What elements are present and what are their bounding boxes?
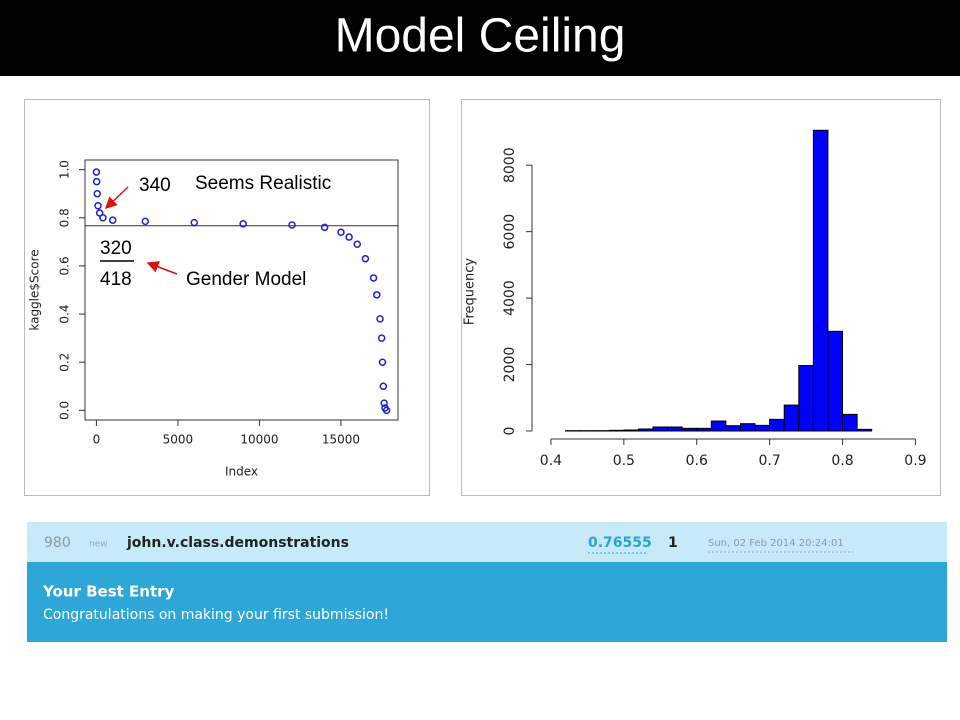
point: [337, 228, 345, 236]
badge: new: [89, 540, 108, 550]
bar: [623, 429, 639, 432]
leaderboard: 980 new john.v.class.demonstrations 0.76…: [27, 522, 947, 642]
annotation: 418: [100, 269, 132, 290]
arrow: [104, 186, 129, 210]
plot-frame: [84, 159, 399, 421]
point: [320, 223, 329, 232]
bar: [754, 424, 771, 432]
point: [369, 274, 378, 282]
bar: [652, 426, 669, 432]
x-tick-label: 0.5: [613, 453, 635, 469]
rank: 980: [44, 535, 71, 551]
point: [288, 221, 296, 229]
x-tick-label: 15000: [322, 433, 360, 447]
x-tick-label: 10000: [240, 433, 278, 447]
point: [353, 240, 361, 249]
point: [345, 233, 353, 241]
point: [92, 168, 101, 176]
annotation: Gender Model: [186, 269, 306, 290]
histogram-chart: 0.4 0.5 0.6 0.7 0.8 0.9 0 2000 4000 6000 8000 Frequ…: [463, 129, 927, 469]
y-tick-label: 1.0: [58, 160, 72, 179]
y-tick-label: 0.8: [58, 208, 72, 227]
bar: [696, 427, 712, 432]
point: [93, 189, 101, 198]
arrow: [146, 261, 178, 275]
point: [94, 201, 102, 210]
point: [190, 218, 198, 227]
x-tick-label: 0: [93, 433, 101, 447]
y-axis-label: Frequency: [463, 258, 478, 325]
y-axis-label: kaggle$Score: [28, 249, 42, 330]
point: [239, 220, 247, 228]
bar: [681, 427, 698, 432]
leaderboard-row: [27, 522, 947, 562]
bar: [827, 330, 844, 432]
annotation: 340: [139, 175, 171, 196]
x-tick-label: 0.8: [831, 453, 853, 469]
bar: [667, 426, 683, 432]
y-tick-label: 8000: [502, 147, 518, 183]
x-tick-label: 5000: [163, 433, 194, 447]
panel: [461, 99, 941, 496]
point: [377, 334, 386, 342]
annotations: 340 Seems Realistic 320 418 Gender Model: [100, 173, 331, 290]
date: Sun, 02 Feb 2014 20:24:01: [708, 538, 844, 549]
point: [378, 358, 387, 366]
bar: [783, 404, 800, 432]
point: [373, 291, 381, 299]
bar: [739, 423, 756, 432]
point: [379, 382, 388, 391]
annotation: 320: [100, 238, 132, 259]
team-name[interactable]: john.v.class.demonstrations: [126, 535, 349, 551]
point: [376, 315, 384, 323]
y-tick-label: 6000: [502, 214, 518, 250]
y-tick-label: 0: [502, 427, 518, 436]
bar: [769, 418, 785, 432]
bar: [842, 413, 858, 432]
annotation: Seems Realistic: [195, 173, 331, 194]
x-axis-label: Index: [225, 465, 258, 479]
point: [361, 254, 370, 263]
y-tick-label: 0.4: [58, 305, 72, 324]
banner-title: Your Best Entry: [42, 583, 175, 601]
point: [99, 214, 107, 222]
slide-title: Model Ceiling: [335, 10, 626, 63]
bar: [725, 425, 741, 432]
banner: [27, 562, 947, 642]
score: 0.76555: [588, 535, 652, 551]
x-tick-label: 0.4: [540, 453, 562, 469]
bar: [710, 420, 727, 432]
bar: [637, 428, 654, 432]
y-tick-label: 0.6: [58, 256, 72, 275]
point: [380, 399, 388, 407]
y-tick-label: 2000: [502, 347, 518, 383]
x-tick-label: 0.6: [686, 453, 708, 469]
y-tick-label: 4000: [502, 280, 518, 316]
y-tick-label: 0.0: [58, 401, 72, 420]
panel: [24, 99, 430, 496]
y-tick-label: 0.2: [58, 353, 72, 372]
title-bar: [0, 0, 960, 76]
point: [382, 406, 391, 415]
point: [92, 177, 101, 186]
point: [141, 217, 150, 226]
x-tick-label: 0.7: [758, 453, 780, 469]
bar: [856, 428, 873, 432]
entries: 1: [668, 535, 678, 551]
scatter-chart: 0 5000 10000 15000 0.0 0.2 0.4 0.6 0.8 1.0 Index ka…: [28, 159, 399, 479]
banner-text: Congratulations on making your first sub…: [43, 607, 389, 623]
bar: [798, 365, 814, 432]
bar: [608, 429, 625, 432]
x-tick-label: 0.9: [904, 453, 926, 469]
bar: [812, 129, 829, 432]
point: [108, 216, 117, 224]
